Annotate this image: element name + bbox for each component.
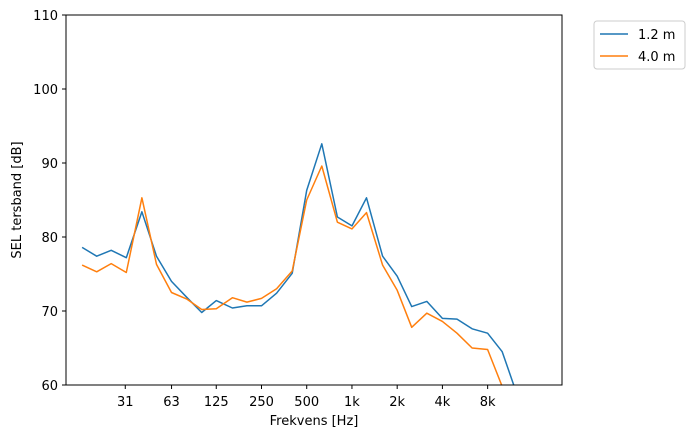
y-tick-label: 110 xyxy=(33,9,58,24)
x-tick-label: 250 xyxy=(249,395,274,410)
y-tick-label: 90 xyxy=(41,157,58,172)
legend: 1.2 m 4.0 m xyxy=(593,20,686,70)
legend-label-2: 4.0 m xyxy=(638,50,675,65)
x-tick-label: 63 xyxy=(163,395,180,410)
y-tick-label: 70 xyxy=(41,305,58,320)
series-layer xyxy=(81,143,515,385)
x-tick-label: 8k xyxy=(480,395,496,410)
plot-area xyxy=(66,15,562,385)
x-axis: 31 63 125 250 500 1k 2k 4k 8k xyxy=(117,385,496,410)
x-tick-label: 500 xyxy=(294,395,319,410)
x-tick-label: 1k xyxy=(344,395,360,410)
x-tick-label: 2k xyxy=(389,395,405,410)
y-axis: 60 70 80 90 100 110 xyxy=(33,9,66,394)
y-tick-label: 80 xyxy=(41,231,58,246)
x-axis-label: Frekvens [Hz] xyxy=(270,414,359,429)
x-tick-label: 125 xyxy=(204,395,229,410)
plot-frame xyxy=(65,14,563,386)
y-tick-label: 60 xyxy=(41,379,58,394)
y-tick-label: 100 xyxy=(33,83,58,98)
x-tick-label: 31 xyxy=(117,395,134,410)
series-line-1 xyxy=(81,143,515,385)
legend-frame xyxy=(593,20,686,70)
x-tick-label: 4k xyxy=(435,395,451,410)
series-line-2 xyxy=(81,165,503,385)
y-axis-label: SEL tersband [dB] xyxy=(10,141,25,258)
legend-label-1: 1.2 m xyxy=(638,28,675,43)
